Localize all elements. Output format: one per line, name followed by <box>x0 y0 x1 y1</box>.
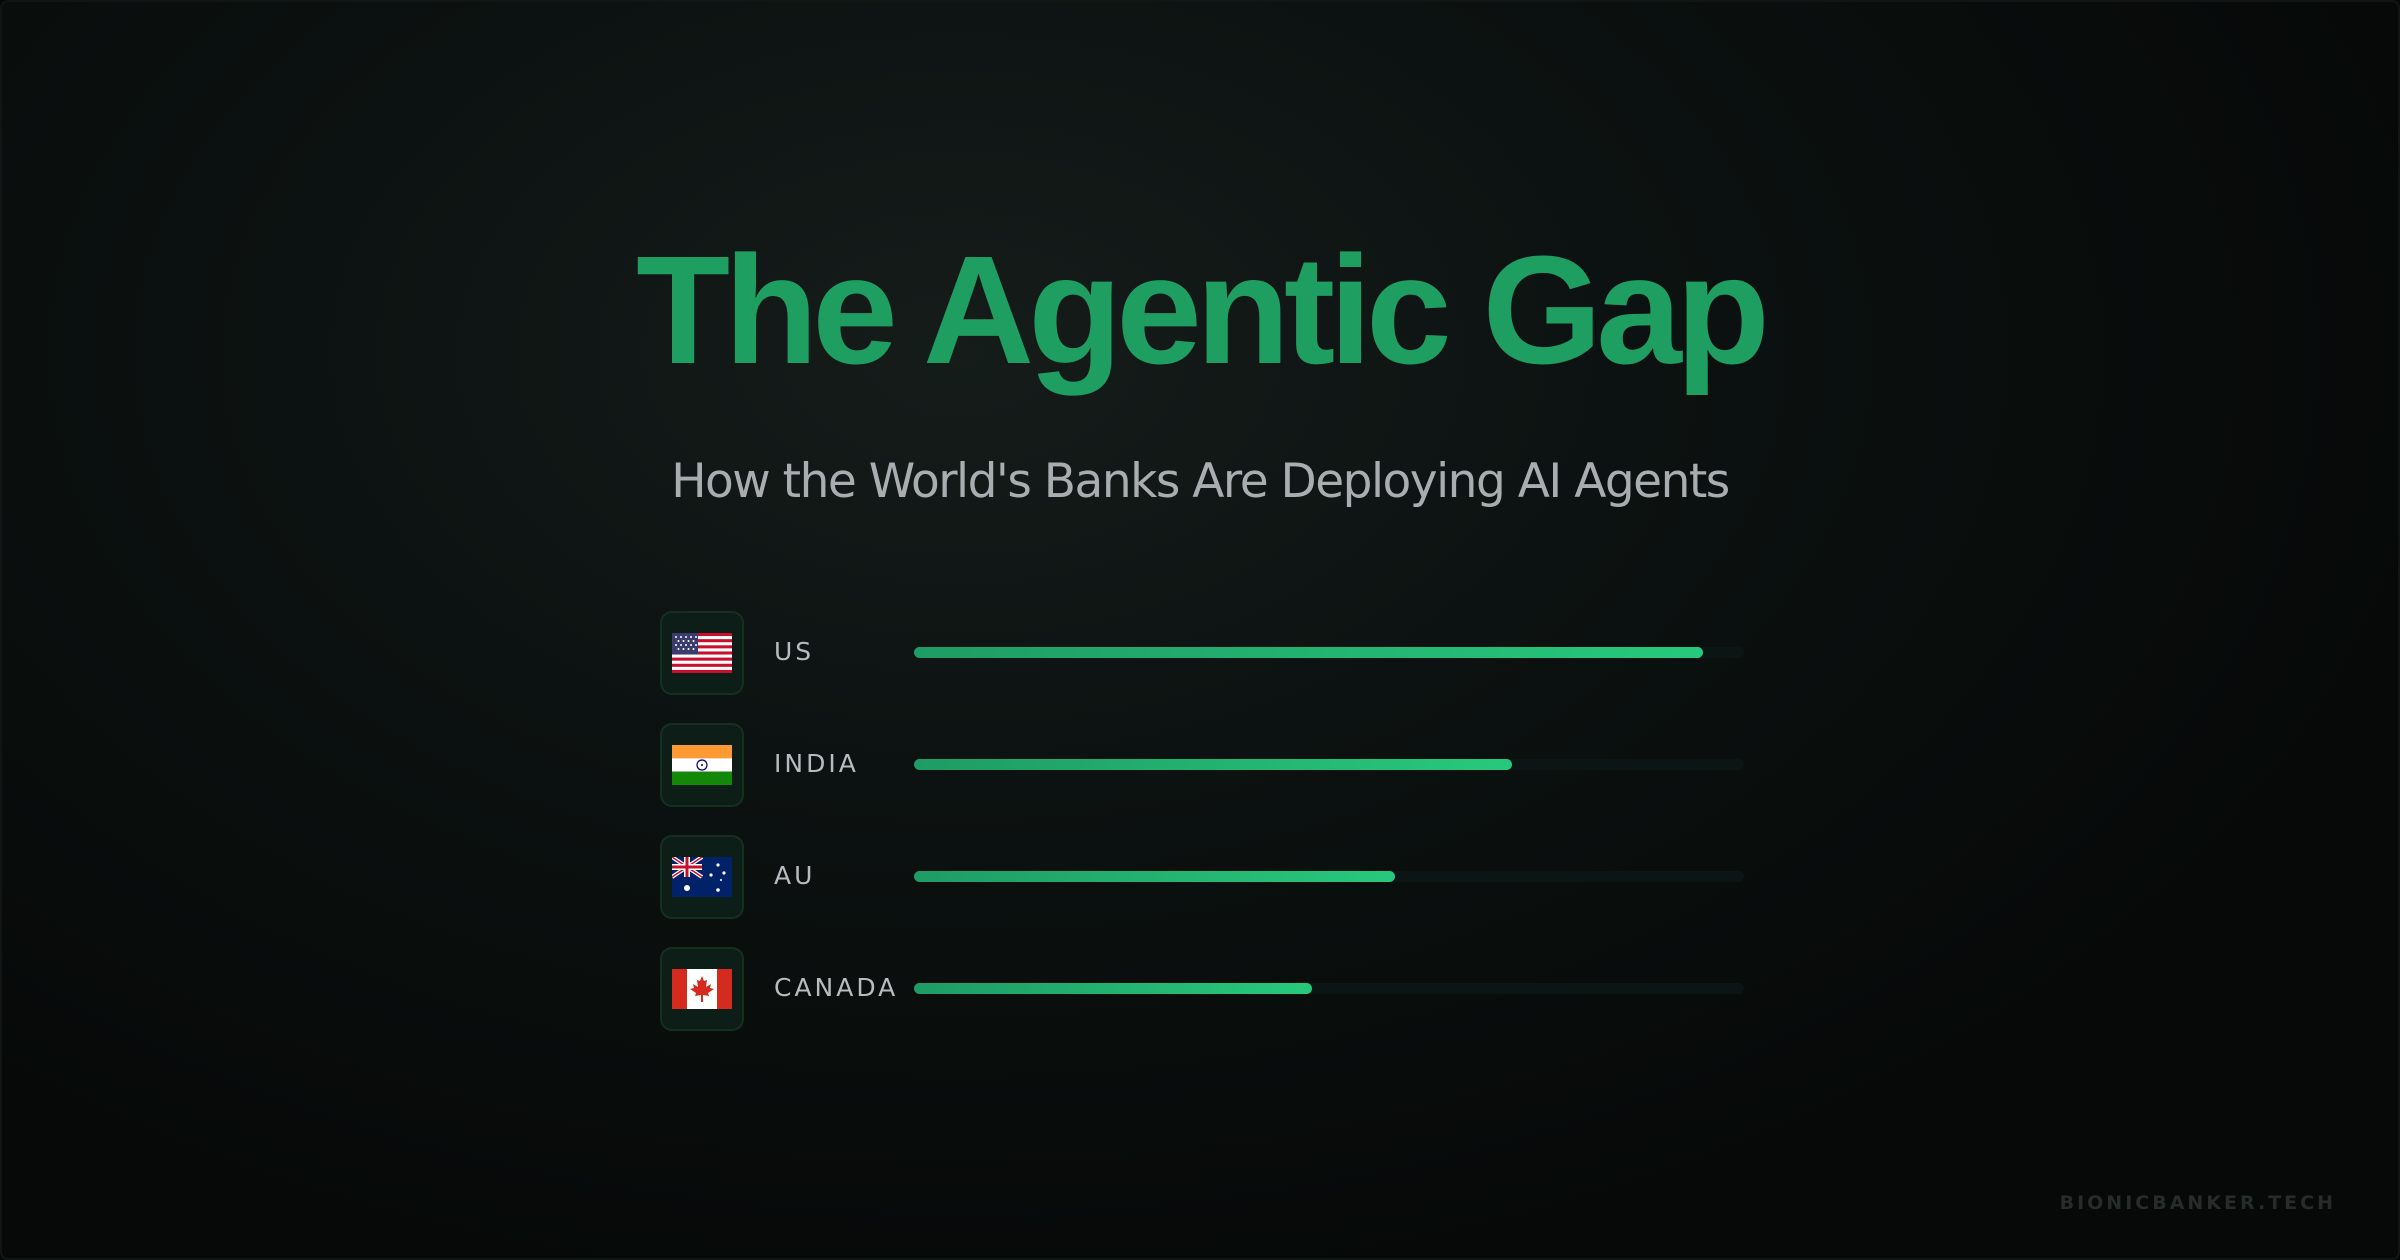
bar-track <box>914 759 1744 770</box>
page-title: The Agentic Gap <box>636 224 1770 396</box>
india-flag-icon <box>672 745 732 785</box>
row-label: CANADA <box>774 973 899 1002</box>
us-flag-icon <box>672 633 732 673</box>
flag-tile <box>660 835 744 919</box>
flag-tile <box>660 723 744 807</box>
bar-us <box>914 647 1703 658</box>
flag-tile <box>660 947 744 1031</box>
bar-india <box>914 759 1512 770</box>
row-label: US <box>774 637 815 666</box>
bar-chart: US INDIA <box>660 611 1744 1031</box>
footer-brand: BIONICBANKER.TECH <box>2059 1192 2336 1214</box>
bar-au <box>914 871 1396 882</box>
australia-flag-icon <box>672 857 732 897</box>
bar-track <box>914 983 1744 994</box>
canada-flag-icon <box>672 969 732 1009</box>
chart-row-us: US <box>660 611 1744 695</box>
bar-track <box>914 871 1744 882</box>
chart-row-canada: CANADA <box>660 947 1744 1031</box>
bar-canada <box>914 983 1313 994</box>
bar-track <box>914 647 1744 658</box>
chart-row-au: AU <box>660 835 1744 919</box>
flag-tile <box>660 611 744 695</box>
page-subtitle: How the World's Banks Are Deploying AI A… <box>671 454 1730 509</box>
chart-row-india: INDIA <box>660 723 1744 807</box>
row-label: AU <box>774 861 816 890</box>
row-label: INDIA <box>774 749 859 778</box>
